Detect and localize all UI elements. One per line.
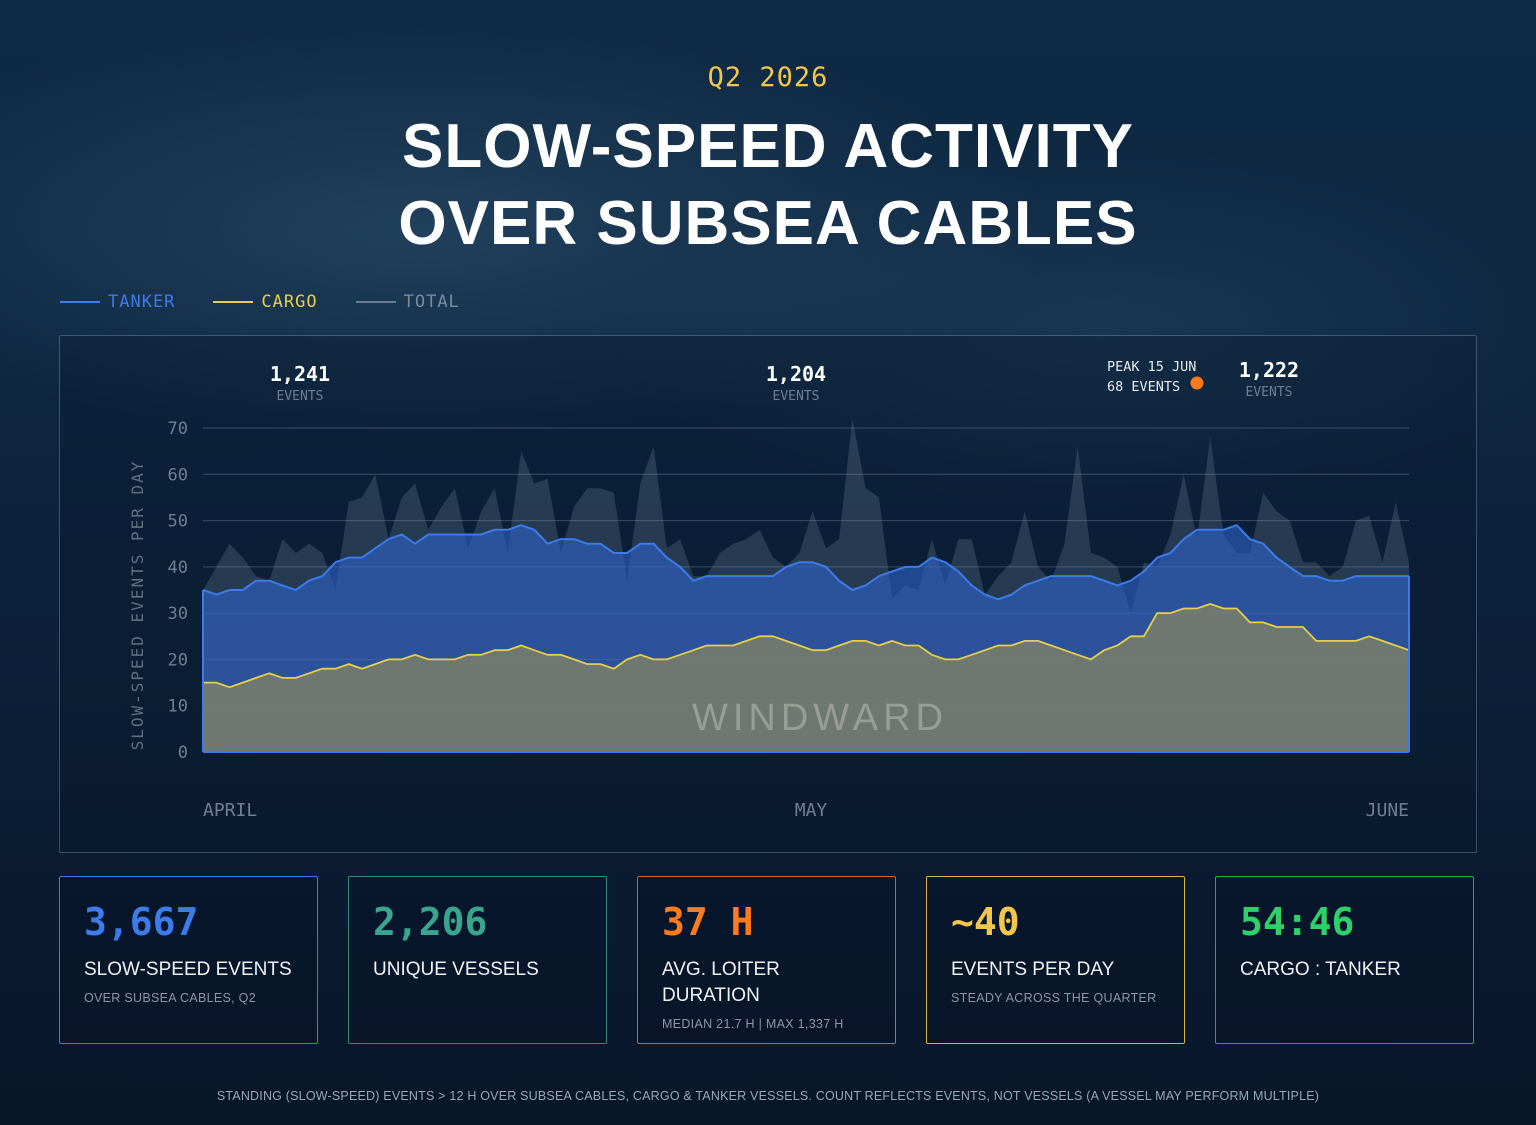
y-tick-label: 10: [168, 697, 188, 717]
y-axis-title: SLOW-SPEED EVENTS PER DAY: [128, 460, 147, 751]
stat-sub: STEADY ACROSS THE QUARTER: [951, 991, 1157, 1005]
footnote: STANDING (SLOW-SPEED) EVENTS > 12 H OVER…: [216, 1089, 1320, 1103]
title-line-2: OVER SUBSEA CABLES: [398, 189, 1138, 258]
stat-value: 3,667: [84, 900, 199, 944]
legend-label-total: TOTAL: [403, 292, 460, 312]
subtitle: Q2 2026: [707, 62, 829, 93]
peak-marker: [1190, 376, 1204, 390]
legend-swatch-total: [355, 301, 396, 303]
month-total-unit: EVENTS: [773, 389, 820, 404]
legend-item-tanker: TANKER: [60, 292, 175, 312]
legend-swatch-tanker: [60, 301, 100, 303]
watermark: WINDWARD: [692, 697, 948, 739]
stat-label: UNIQUE VESSELS: [373, 959, 539, 980]
stat-value: 2,206: [373, 900, 488, 944]
month-total-unit: EVENTS: [1246, 385, 1293, 400]
legend-label-cargo: CARGO: [261, 292, 318, 312]
stat-card-events: 3,667 SLOW-SPEED EVENTS OVER SUBSEA CABL…: [59, 876, 318, 1044]
stat-sub: MEDIAN 21.7 H | MAX 1,337 H: [662, 1017, 844, 1031]
stat-cards: 3,667 SLOW-SPEED EVENTS OVER SUBSEA CABL…: [59, 876, 1477, 1048]
y-tick-label: 30: [168, 604, 188, 624]
stat-value: ~40: [951, 900, 1020, 944]
page-title: SLOW-SPEED ACTIVITY OVER SUBSEA CABLES: [0, 108, 1536, 262]
y-tick-label: 50: [168, 512, 188, 532]
chart-svg: 0 10 20 30 40 50 60 70 SLOW-SPEED EVENTS PER DAY…: [128, 358, 1410, 821]
y-tick-label: 60: [168, 465, 188, 485]
legend-item-cargo: CARGO: [213, 292, 317, 312]
month-total-value: 1,204: [766, 362, 826, 386]
x-month-label: MAY: [795, 800, 828, 821]
month-total-value: 1,241: [270, 362, 330, 386]
chart-panel: 0 10 20 30 40 50 60 70 SLOW-SPEED EVENTS PER DAY…: [59, 335, 1477, 853]
peak-label-line1: PEAK 15 JUN: [1107, 359, 1196, 375]
stat-label: SLOW-SPEED EVENTS: [84, 959, 292, 980]
stat-card-per-day: ~40 EVENTS PER DAY STEADY ACROSS THE QUA…: [926, 876, 1185, 1044]
stat-label: AVG. LOITER DURATION: [662, 959, 780, 1006]
y-tick-label: 40: [168, 558, 188, 578]
stat-value: 37 H: [662, 900, 754, 944]
legend-swatch-cargo: [213, 301, 254, 303]
stat-label: EVENTS PER DAY: [951, 959, 1115, 980]
month-total-value: 1,222: [1239, 358, 1299, 382]
stat-value: 54:46: [1240, 900, 1355, 944]
month-total-unit: EVENTS: [277, 389, 324, 404]
stat-label: CARGO : TANKER: [1240, 959, 1401, 980]
stat-card-loiter: 37 H AVG. LOITER DURATION MEDIAN 21.7 H …: [637, 876, 896, 1044]
tanker-line: [202, 524, 1409, 601]
cargo-line: [203, 602, 1410, 689]
y-tick-label: 0: [178, 743, 188, 763]
chart-legend: TANKER CARGO TOTAL: [60, 291, 498, 313]
x-month-label: JUNE: [1366, 800, 1409, 821]
title-line-1: SLOW-SPEED ACTIVITY: [402, 112, 1134, 181]
stat-card-ratio: 54:46 CARGO : TANKER: [1215, 876, 1474, 1044]
cargo-area: [203, 603, 1409, 752]
y-tick-label: 20: [168, 650, 188, 670]
legend-label-tanker: TANKER: [108, 292, 176, 312]
stat-card-vessels: 2,206 UNIQUE VESSELS: [348, 876, 607, 1044]
legend-item-total: TOTAL: [355, 292, 460, 312]
peak-label-line2: 68 EVENTS: [1107, 379, 1180, 395]
stat-sub: OVER SUBSEA CABLES, Q2: [84, 991, 256, 1005]
y-tick-label: 70: [168, 419, 188, 439]
x-month-label: APRIL: [203, 800, 257, 821]
